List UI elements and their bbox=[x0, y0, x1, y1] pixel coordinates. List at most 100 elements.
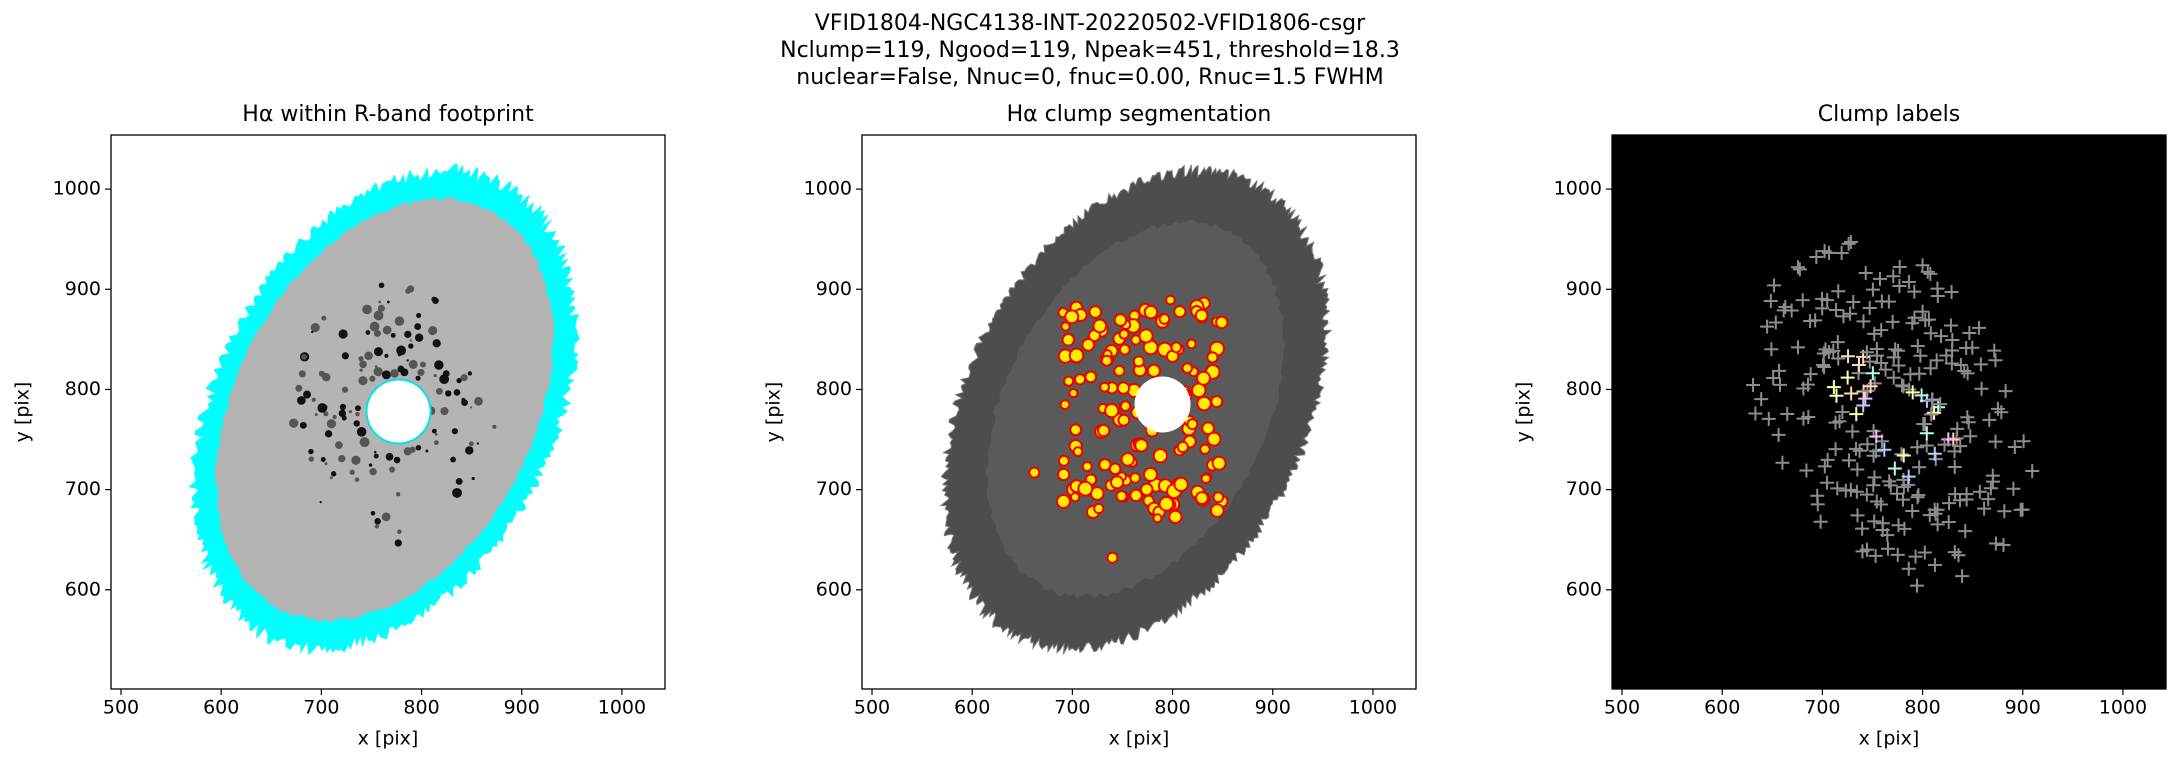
peak-marker bbox=[1873, 497, 1888, 512]
x-tick-label: 900 bbox=[504, 697, 540, 719]
emission-blob bbox=[442, 370, 450, 377]
axes-frame bbox=[861, 134, 1417, 690]
emission-blob bbox=[434, 433, 438, 436]
peak-marker bbox=[1772, 363, 1787, 378]
peak-marker bbox=[1836, 309, 1851, 324]
clump bbox=[1152, 513, 1163, 524]
peak-marker bbox=[1915, 258, 1930, 273]
peak-marker bbox=[1983, 481, 1998, 496]
emission-blob bbox=[476, 442, 480, 445]
peak-marker bbox=[1883, 478, 1898, 493]
emission-blob bbox=[369, 375, 376, 382]
peak-marker bbox=[1910, 578, 1924, 593]
emission-blob bbox=[419, 361, 426, 368]
emission-blob bbox=[332, 414, 337, 420]
emission-blob bbox=[393, 456, 401, 464]
peak-marker bbox=[1919, 438, 1934, 453]
x-tick-label: 700 bbox=[303, 697, 339, 719]
peak-marker bbox=[1867, 514, 1882, 529]
peak-marker bbox=[1886, 269, 1901, 284]
peak-marker bbox=[1890, 547, 1905, 562]
clump bbox=[1081, 461, 1093, 472]
emission-blob bbox=[406, 285, 415, 293]
emission-blob bbox=[433, 440, 439, 445]
peak-marker bbox=[1896, 448, 1911, 463]
clump bbox=[1194, 308, 1209, 323]
peak-marker bbox=[1943, 318, 1958, 333]
emission-blob bbox=[386, 300, 390, 304]
peak-marker bbox=[1850, 508, 1865, 523]
y-tick-label: 800 bbox=[1566, 378, 1602, 400]
peak-marker bbox=[1933, 329, 1948, 344]
emission-blob bbox=[397, 529, 402, 535]
emission-blob bbox=[338, 455, 346, 463]
emission-blob bbox=[390, 369, 399, 378]
clump bbox=[1168, 509, 1183, 525]
peak-marker bbox=[1865, 366, 1880, 381]
peak-marker bbox=[1867, 470, 1882, 485]
y-tick-label: 1000 bbox=[53, 178, 101, 200]
emission-blob bbox=[381, 370, 391, 380]
emission-blob bbox=[474, 396, 483, 406]
peak-marker bbox=[1982, 412, 1997, 427]
emission-blob bbox=[349, 469, 355, 475]
peak-marker bbox=[2007, 439, 2022, 454]
peak-marker bbox=[1924, 407, 1939, 422]
emission-blob bbox=[335, 441, 343, 449]
peak-marker bbox=[1880, 541, 1895, 556]
peak-marker bbox=[1803, 313, 1818, 328]
peak-marker bbox=[1826, 380, 1841, 395]
peak-marker bbox=[1784, 303, 1799, 318]
emission-blob bbox=[425, 449, 429, 453]
peak-marker bbox=[1919, 426, 1934, 441]
label-image bbox=[1612, 135, 2166, 689]
y-tick-label: 600 bbox=[65, 578, 101, 600]
clump bbox=[1069, 423, 1083, 437]
y-axis-label: y [pix] bbox=[12, 382, 34, 443]
x-tick-label: 600 bbox=[1704, 697, 1740, 719]
emission-blob bbox=[440, 407, 449, 416]
clump bbox=[1206, 351, 1219, 364]
emission-blob bbox=[359, 368, 363, 372]
emission-blob bbox=[373, 450, 377, 454]
emission-blob bbox=[452, 487, 462, 498]
peak-marker bbox=[1829, 303, 1844, 318]
clump bbox=[1211, 455, 1227, 471]
emission-blob bbox=[326, 419, 337, 429]
x-axis-label: x [pix] bbox=[1109, 728, 1170, 750]
emission-blob bbox=[396, 345, 407, 356]
emission-blob bbox=[338, 329, 348, 339]
panel: Hα within R-band footprint x [pix] y [pix]… bbox=[12, 102, 666, 750]
peak-marker bbox=[1957, 364, 1972, 379]
emission-blob bbox=[432, 339, 441, 348]
y-tick-label: 600 bbox=[1566, 578, 1602, 600]
peak-marker bbox=[1973, 357, 1988, 372]
peak-marker bbox=[1945, 332, 1960, 347]
emission-blob bbox=[435, 387, 443, 395]
peak-marker bbox=[1866, 478, 1881, 493]
emission-blob bbox=[319, 500, 322, 504]
clump bbox=[1073, 373, 1087, 386]
emission-blob bbox=[341, 352, 349, 360]
peak-marker bbox=[1988, 353, 2003, 368]
clump bbox=[1129, 488, 1143, 503]
peak-marker bbox=[1988, 536, 2003, 551]
emission-blob bbox=[428, 325, 438, 336]
emission-blob bbox=[341, 386, 349, 393]
clump bbox=[1106, 551, 1119, 564]
clump bbox=[1176, 440, 1190, 454]
clump bbox=[1057, 467, 1071, 482]
emission-blob bbox=[373, 329, 381, 337]
peak-marker bbox=[1862, 301, 1877, 316]
peak-marker bbox=[1886, 350, 1901, 365]
clump bbox=[1028, 466, 1041, 479]
emission-blob bbox=[317, 403, 328, 413]
peak-marker bbox=[1890, 486, 1905, 501]
emission-blob bbox=[409, 446, 416, 453]
emission-blob bbox=[377, 304, 385, 312]
x-tick-label: 700 bbox=[1054, 697, 1090, 719]
emission-blob bbox=[445, 390, 452, 397]
peak-marker bbox=[1923, 266, 1938, 281]
emission-blob bbox=[353, 420, 360, 427]
